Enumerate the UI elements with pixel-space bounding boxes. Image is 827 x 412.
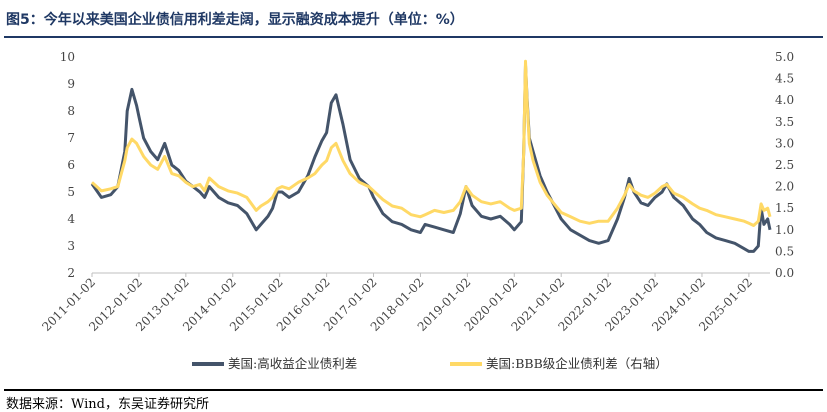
left-tick-label: 2 — [67, 266, 75, 280]
series-line-high-yield — [90, 63, 772, 253]
legend-item-bbb: 美国:BBB级企业债利差（右轴） — [450, 356, 668, 371]
source-note: 数据来源：Wind，东吴证券研究所 — [6, 397, 209, 412]
left-tick-label: 3 — [67, 239, 75, 253]
legend-label: 美国:BBB级企业债利差（右轴） — [486, 356, 668, 371]
spread-line-chart: 2 3 4 5 6 7 8 9 10 0.0 0.5 1.0 1.5 2.0 2.5 3.0 3.5 4.0 4.… — [39, 50, 794, 371]
left-tick-label: 7 — [67, 131, 75, 145]
left-tick-label: 10 — [60, 50, 75, 64]
left-tick-label: 5 — [67, 185, 75, 199]
title-divider — [4, 36, 823, 38]
right-tick-label: 2.0 — [775, 180, 794, 194]
x-axis-ticks: 2011-01-022012-01-022013-01-022014-01-02… — [39, 273, 755, 334]
footer-divider — [4, 389, 823, 391]
right-tick-label: 3.5 — [775, 115, 794, 129]
right-tick-label: 5.0 — [775, 50, 794, 64]
left-tick-label: 8 — [67, 104, 75, 118]
chart-title: 图5：今年以来美国企业债信用利差走阔，显示融资成本提升（单位：%） — [6, 12, 464, 28]
right-tick-label: 0.0 — [775, 266, 794, 280]
right-axis-ticks: 0.0 0.5 1.0 1.5 2.0 2.5 3.0 3.5 4.0 4.5 5.0 — [775, 50, 794, 280]
left-tick-label: 6 — [67, 158, 75, 172]
right-tick-label: 1.5 — [775, 201, 794, 215]
right-tick-label: 2.5 — [775, 158, 794, 172]
left-axis-ticks: 2 3 4 5 6 7 8 9 10 — [60, 50, 76, 280]
series-layer — [90, 59, 772, 253]
right-tick-label: 1.0 — [775, 223, 794, 237]
chart-title-bar: 图5：今年以来美国企业债信用利差走阔，显示融资成本提升（单位：%） — [0, 0, 827, 40]
legend-label: 美国:高收益企业债利差 — [228, 356, 357, 371]
right-tick-label: 3.0 — [775, 136, 794, 150]
series-line-bbb — [90, 59, 772, 227]
left-tick-label: 4 — [67, 212, 75, 226]
right-tick-label: 4.0 — [775, 93, 794, 107]
legend-item-high-yield: 美国:高收益企业债利差 — [192, 356, 357, 371]
legend: 美国:高收益企业债利差 美国:BBB级企业债利差（右轴） — [192, 356, 668, 371]
right-tick-label: 0.5 — [775, 244, 794, 258]
right-tick-label: 4.5 — [775, 72, 794, 86]
left-tick-label: 9 — [67, 77, 75, 91]
